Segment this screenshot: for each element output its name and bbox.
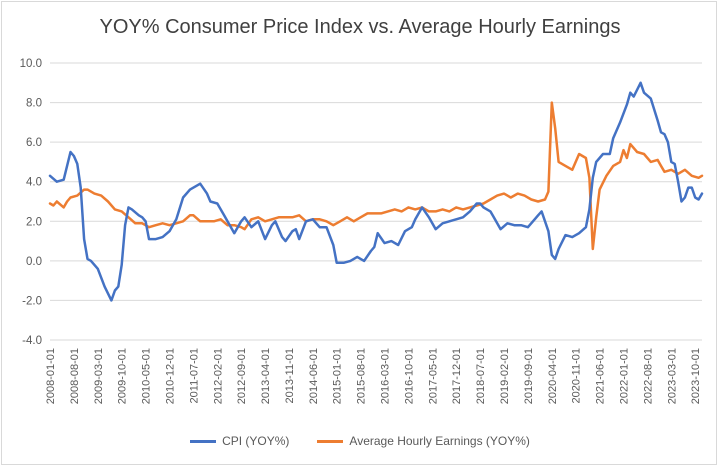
x-tick-label: 2013-11-01 xyxy=(284,348,296,403)
legend-label-cpi: CPI (YOY%) xyxy=(222,434,290,448)
x-tick-label: 2018-07-01 xyxy=(475,348,487,404)
legend-item-cpi: CPI (YOY%) xyxy=(190,434,289,448)
y-tick-label: -2.0 xyxy=(22,295,42,307)
x-tick-label: 2012-09-01 xyxy=(236,348,248,404)
legend-item-earnings: Average Hourly Earnings (YOY%) xyxy=(317,434,530,448)
x-tick-label: 2017-05-01 xyxy=(427,348,439,404)
y-tick-label: -4.0 xyxy=(22,335,42,347)
x-tick-label: 2019-09-01 xyxy=(523,348,535,404)
x-tick-label: 2019-02-01 xyxy=(499,348,511,404)
legend: CPI (YOY%) Average Hourly Earnings (YOY%… xyxy=(2,434,718,448)
chart-title: YOY% Consumer Price Index vs. Average Ho… xyxy=(99,16,621,38)
y-tick-label: 8.0 xyxy=(26,98,42,110)
y-tick-label: 2.0 xyxy=(26,216,42,228)
x-tick-label: 2020-11-01 xyxy=(571,348,583,403)
x-tick-label: 2017-12-01 xyxy=(451,348,463,404)
x-tick-label: 2015-08-01 xyxy=(356,348,368,404)
x-tick-label: 2013-04-01 xyxy=(260,348,272,404)
y-tick-label: 0.0 xyxy=(26,256,42,268)
x-tick-label: 2008-01-01 xyxy=(45,348,57,404)
series-line-earnings xyxy=(48,101,704,251)
x-tick-label: 2010-05-01 xyxy=(141,348,153,404)
x-tick-label: 2011-07-01 xyxy=(188,348,200,403)
series-lines xyxy=(48,81,704,302)
x-tick-label: 2022-08-01 xyxy=(642,348,654,404)
x-tick-label: 2023-03-01 xyxy=(666,348,678,404)
legend-swatch-cpi xyxy=(190,439,217,443)
x-tick-label: 2015-01-01 xyxy=(332,348,344,404)
x-tick-label: 2016-10-01 xyxy=(403,348,415,404)
x-tick-label: 2012-02-01 xyxy=(212,348,224,404)
x-tick-label: 2023-10-01 xyxy=(690,348,702,404)
y-tick-label: 4.0 xyxy=(26,177,42,189)
x-tick-label: 2009-10-01 xyxy=(117,348,129,404)
series-line-cpi xyxy=(48,81,704,302)
x-tick-label: 2008-08-01 xyxy=(69,348,81,404)
x-tick-label: 2016-03-01 xyxy=(380,348,392,404)
x-tick-label: 2009-03-01 xyxy=(93,348,105,404)
y-tick-label: 10.0 xyxy=(20,58,42,70)
x-tick-label: 2014-06-01 xyxy=(308,348,320,404)
y-tick-label: 6.0 xyxy=(26,137,42,149)
x-axis-ticks: 2008-01-01 2008-08-01 2009-03-01 2009-10-01… xyxy=(45,348,702,404)
gridlines xyxy=(50,62,702,341)
y-axis-ticks: -4.0 -2.0 0.0 2.0 4.0 6.0 8.0 10.0 xyxy=(20,58,42,347)
x-tick-label: 2010-12-01 xyxy=(164,348,176,404)
legend-swatch-earnings xyxy=(317,439,344,443)
legend-label-earnings: Average Hourly Earnings (YOY%) xyxy=(349,434,530,448)
x-tick-label: 2022-01-01 xyxy=(618,348,630,404)
x-tick-label: 2021-06-01 xyxy=(595,348,607,404)
x-tick-label: 2020-04-01 xyxy=(547,348,559,404)
